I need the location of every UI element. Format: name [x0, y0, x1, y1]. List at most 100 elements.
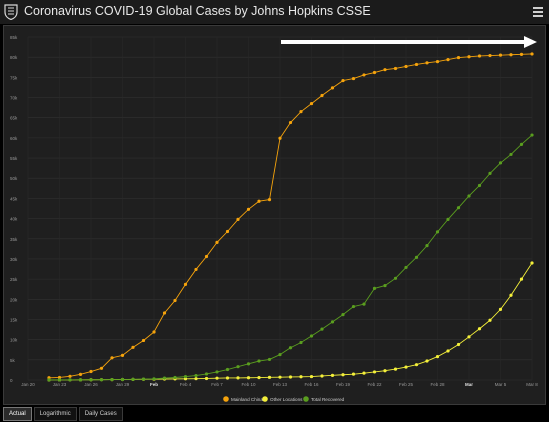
- series-mainland-china-point[interactable]: [509, 53, 513, 57]
- series-other-locations-point[interactable]: [225, 376, 230, 380]
- series-other-locations-point[interactable]: [288, 375, 293, 379]
- series-total-recovered-point[interactable]: [414, 255, 419, 259]
- series-mainland-china-point[interactable]: [120, 353, 125, 357]
- series-total-recovered-point[interactable]: [173, 375, 177, 380]
- series-mainland-china-point[interactable]: [131, 345, 135, 349]
- series-other-locations-point[interactable]: [393, 367, 398, 371]
- series-mainland-china-point[interactable]: [204, 254, 209, 259]
- series-total-recovered-point[interactable]: [152, 377, 156, 381]
- series-mainland-china-point[interactable]: [278, 136, 282, 140]
- series-mainland-china-point[interactable]: [57, 375, 62, 380]
- series-mainland-china-point[interactable]: [257, 199, 261, 203]
- series-total-recovered-point[interactable]: [99, 378, 104, 382]
- series-total-recovered-point[interactable]: [236, 365, 240, 369]
- series-other-locations-point[interactable]: [267, 375, 272, 379]
- series-other-locations-point[interactable]: [204, 376, 209, 381]
- series-other-locations-point[interactable]: [299, 375, 303, 379]
- series-other-locations-point[interactable]: [467, 335, 471, 339]
- series-total-recovered-point[interactable]: [225, 367, 230, 372]
- series-mainland-china-point[interactable]: [173, 298, 177, 303]
- series-other-locations-point[interactable]: [320, 374, 324, 378]
- legend-swatch[interactable]: [303, 396, 309, 402]
- series-other-locations-point[interactable]: [446, 349, 450, 353]
- series-mainland-china-point[interactable]: [89, 369, 93, 374]
- series-other-locations-point[interactable]: [215, 376, 219, 380]
- series-other-locations-point[interactable]: [488, 318, 492, 322]
- series-total-recovered-point[interactable]: [278, 352, 282, 357]
- series-total-recovered-point[interactable]: [131, 377, 135, 381]
- series-total-recovered-point[interactable]: [47, 378, 51, 382]
- series-other-locations-point[interactable]: [236, 376, 240, 380]
- series-mainland-china-point[interactable]: [183, 282, 188, 286]
- series-mainland-china-point[interactable]: [477, 54, 482, 58]
- series-mainland-china-point[interactable]: [372, 70, 377, 75]
- series-total-recovered-point[interactable]: [383, 283, 387, 288]
- series-other-locations-point[interactable]: [383, 369, 387, 373]
- series-total-recovered-point[interactable]: [78, 378, 83, 382]
- series-total-recovered-point[interactable]: [162, 376, 167, 380]
- legend-swatch[interactable]: [223, 396, 229, 402]
- series-total-recovered-point[interactable]: [309, 334, 314, 338]
- series-total-recovered-point[interactable]: [519, 142, 524, 146]
- series-mainland-china-point[interactable]: [236, 217, 240, 221]
- series-mainland-china-point[interactable]: [68, 374, 72, 378]
- series-total-recovered-point[interactable]: [89, 378, 93, 382]
- series-mainland-china-point[interactable]: [383, 68, 387, 72]
- series-other-locations-point[interactable]: [425, 359, 429, 363]
- series-mainland-china-point[interactable]: [215, 240, 219, 244]
- series-other-locations-point[interactable]: [435, 354, 440, 359]
- series-mainland-china-point[interactable]: [362, 73, 366, 77]
- series-mainland-china-point[interactable]: [341, 78, 345, 83]
- series-total-recovered-point[interactable]: [456, 206, 461, 210]
- legend-label[interactable]: Mainland China: [231, 397, 263, 402]
- series-mainland-china-point[interactable]: [320, 93, 324, 98]
- series-mainland-china-point[interactable]: [225, 229, 230, 234]
- series-other-locations-point[interactable]: [477, 327, 482, 331]
- series-total-recovered-point[interactable]: [530, 133, 534, 137]
- series-total-recovered-point[interactable]: [435, 230, 440, 234]
- series-other-locations-point[interactable]: [519, 277, 524, 281]
- series-mainland-china-point[interactable]: [78, 372, 83, 376]
- series-mainland-china-point[interactable]: [309, 101, 314, 106]
- series-total-recovered-point[interactable]: [467, 194, 471, 198]
- series-mainland-china-point[interactable]: [330, 86, 335, 90]
- series-total-recovered-point[interactable]: [341, 313, 345, 317]
- series-total-recovered-point[interactable]: [288, 346, 293, 350]
- series-other-locations-point[interactable]: [183, 377, 188, 381]
- series-other-locations-point[interactable]: [362, 371, 366, 375]
- series-total-recovered-point[interactable]: [194, 373, 198, 378]
- series-mainland-china-point[interactable]: [446, 57, 450, 62]
- legend-label[interactable]: Other Locations: [270, 397, 303, 402]
- series-total-recovered-point[interactable]: [204, 372, 209, 376]
- series-other-locations-point[interactable]: [498, 307, 503, 311]
- series-mainland-china-point[interactable]: [488, 53, 492, 58]
- legend-label[interactable]: Total Recovered: [311, 397, 345, 402]
- series-total-recovered-point[interactable]: [509, 152, 513, 157]
- series-other-locations-point[interactable]: [456, 342, 461, 347]
- series-total-recovered-point[interactable]: [267, 357, 272, 362]
- series-total-recovered-point[interactable]: [257, 359, 261, 363]
- series-mainland-china-point[interactable]: [456, 55, 461, 60]
- series-total-recovered-point[interactable]: [477, 183, 482, 188]
- series-mainland-china-point[interactable]: [425, 61, 429, 65]
- series-total-recovered-point[interactable]: [57, 378, 62, 382]
- series-mainland-china-point[interactable]: [435, 60, 440, 64]
- series-total-recovered-point[interactable]: [362, 302, 366, 306]
- series-total-recovered-point[interactable]: [110, 377, 114, 382]
- series-other-locations-point[interactable]: [341, 373, 345, 377]
- series-other-locations-point[interactable]: [246, 376, 251, 380]
- series-mainland-china-point[interactable]: [414, 62, 419, 67]
- series-total-recovered-point[interactable]: [372, 286, 377, 290]
- series-total-recovered-point[interactable]: [393, 276, 398, 280]
- series-mainland-china-point[interactable]: [141, 338, 146, 343]
- series-total-recovered-point[interactable]: [351, 304, 356, 309]
- series-mainland-china-point[interactable]: [467, 55, 471, 59]
- series-mainland-china-point[interactable]: [288, 120, 293, 125]
- series-mainland-china-point[interactable]: [246, 207, 251, 211]
- series-total-recovered-point[interactable]: [215, 370, 219, 374]
- series-total-recovered-point[interactable]: [446, 217, 450, 221]
- legend-swatch[interactable]: [262, 396, 268, 402]
- hamburger-menu-icon[interactable]: [533, 5, 543, 17]
- series-total-recovered-point[interactable]: [404, 265, 408, 270]
- tab-daily-cases[interactable]: Daily Cases: [78, 407, 123, 421]
